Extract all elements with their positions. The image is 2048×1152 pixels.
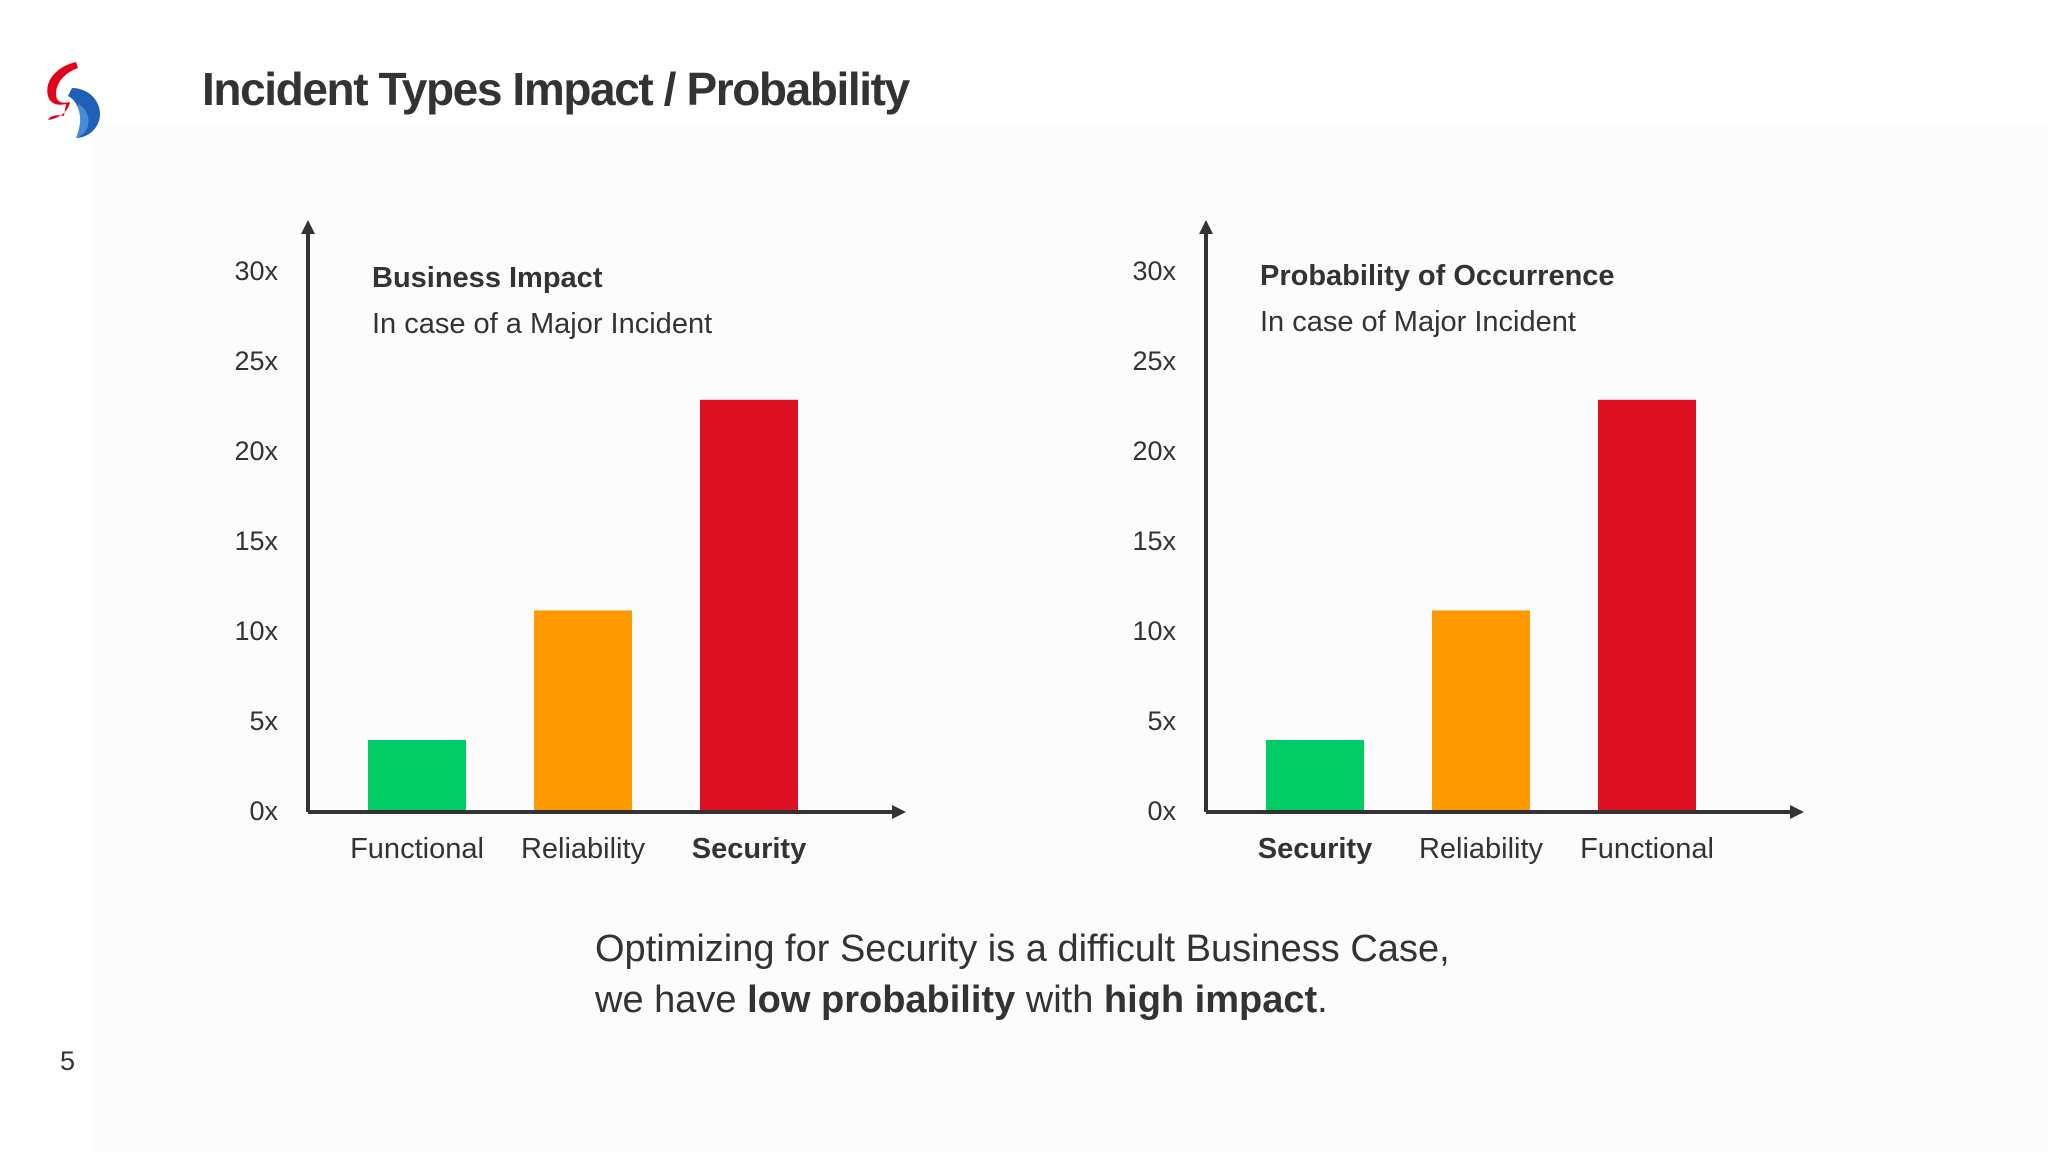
business-impact-chart: Business Impact In case of a Major Incid…	[190, 200, 950, 900]
bar	[1266, 740, 1364, 810]
footer-text-part: .	[1317, 979, 1328, 1021]
y-tick-label: 5x	[1147, 706, 1176, 736]
probability-chart: Probability of Occurrence In case of Maj…	[1088, 200, 1848, 900]
chart-subtitle: In case of a Major Incident	[372, 308, 713, 340]
y-tick-label: 20x	[1132, 436, 1176, 466]
bar	[368, 740, 466, 810]
y-tick-label: 10x	[234, 616, 278, 646]
footer-text-part: with	[1015, 979, 1104, 1021]
y-axis-arrowhead	[1199, 220, 1213, 234]
page-number: 5	[60, 1046, 76, 1076]
bar	[534, 610, 632, 810]
footer-text-part: we have	[595, 979, 748, 1021]
chart-subtitle: In case of Major Incident	[1260, 306, 1576, 338]
bar	[700, 399, 798, 810]
chart-plot: 0x 5x 10x 15x 20x 25x 30x Security Reliability Fu…	[1132, 220, 1804, 865]
footer-emphasis-low-probability: low probability	[747, 979, 1016, 1021]
y-tick-label: 30x	[234, 256, 278, 286]
x-tick-label: Functional	[350, 833, 484, 865]
footer-statement: Optimizing for Security is a difficult B…	[595, 924, 1450, 1026]
y-axis-arrowhead	[301, 220, 315, 234]
x-tick-label: Security	[1258, 833, 1372, 865]
slide-content-panel	[92, 125, 2048, 1152]
x-axis-arrowhead	[892, 805, 906, 819]
y-tick-label: 10x	[1132, 616, 1176, 646]
slide-title: Incident Types Impact / Probability	[202, 63, 910, 115]
x-axis-arrowhead	[1790, 805, 1804, 819]
y-tick-label: 15x	[234, 526, 278, 556]
x-tick-label: Reliability	[1419, 833, 1544, 865]
chart-plot: 0x 5x 10x 15x 20x 25x 30x Functional Reliability…	[234, 220, 906, 865]
bar	[1432, 610, 1530, 810]
y-tick-label: 20x	[234, 436, 278, 466]
footer-line-2: we have low probability with high impact…	[595, 975, 1450, 1026]
chart-title: Business Impact	[372, 262, 603, 294]
y-tick-label: 15x	[1132, 526, 1176, 556]
company-logo	[47, 62, 100, 138]
x-tick-label: Reliability	[521, 833, 646, 865]
x-tick-label: Security	[692, 833, 806, 865]
footer-emphasis-high-impact: high impact	[1103, 979, 1318, 1021]
footer-line-1: Optimizing for Security is a difficult B…	[595, 928, 1450, 970]
y-tick-label: 25x	[234, 346, 278, 376]
y-tick-label: 5x	[249, 706, 278, 736]
y-tick-label: 0x	[1147, 796, 1176, 826]
x-tick-label: Functional	[1580, 833, 1714, 865]
y-tick-label: 0x	[249, 796, 278, 826]
bar	[1598, 399, 1696, 810]
chart-title: Probability of Occurrence	[1260, 260, 1615, 292]
y-tick-label: 30x	[1132, 256, 1176, 286]
y-tick-label: 25x	[1132, 346, 1176, 376]
